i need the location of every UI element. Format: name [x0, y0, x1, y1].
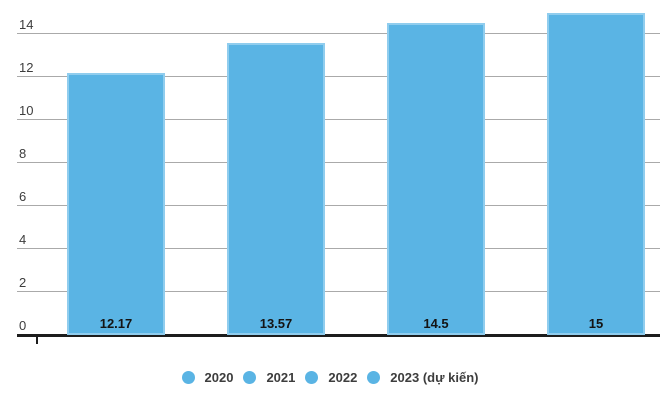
y-axis-tick-label: 12 [19, 60, 34, 75]
legend-item-label: 2023 (dự kiến) [390, 370, 479, 385]
bar-value-label: 12.17 [99, 316, 133, 331]
bar-value-label: 15 [588, 316, 604, 331]
gridline [17, 205, 660, 206]
bar-value-label: 13.57 [259, 316, 293, 331]
legend-dot-icon [367, 371, 381, 384]
y-axis-tick-label: 2 [19, 275, 27, 290]
gridline [17, 248, 660, 249]
legend-item-label: 2020 [204, 370, 234, 385]
bar-value-label: 14.5 [423, 316, 449, 331]
y-axis-tick-label: 8 [19, 146, 27, 161]
legend-item[interactable]: 2022 [305, 370, 357, 385]
y-axis-tick-label: 0 [19, 318, 27, 333]
legend-item[interactable]: 2021 [243, 370, 295, 385]
legend-item-label: 2022 [328, 370, 358, 385]
bar[interactable] [227, 43, 325, 335]
y-axis-tick-label: 4 [19, 232, 27, 247]
legend-dot-icon [305, 371, 319, 384]
gridline [17, 119, 660, 120]
gridline [17, 76, 660, 77]
bar[interactable] [547, 12, 645, 335]
legend-dot-icon [181, 371, 195, 384]
y-axis-tick-label: 10 [19, 103, 34, 118]
legend-item[interactable]: 2020 [181, 370, 234, 385]
y-axis-tick-label: 6 [19, 189, 27, 204]
bar[interactable] [387, 23, 485, 335]
legend: 2020 2021 2022 2023 (dự kiến) [0, 370, 660, 385]
x-axis-tick [36, 337, 38, 344]
gridline [17, 33, 660, 34]
legend-item[interactable]: 2023 (dự kiến) [367, 370, 478, 385]
gridline [17, 291, 660, 292]
x-axis-line [17, 334, 660, 337]
legend-item-label: 2021 [266, 370, 296, 385]
legend-dot-icon [243, 371, 257, 384]
y-axis-tick-label: 14 [19, 17, 34, 32]
gridline [17, 162, 660, 163]
bar[interactable] [67, 73, 165, 335]
